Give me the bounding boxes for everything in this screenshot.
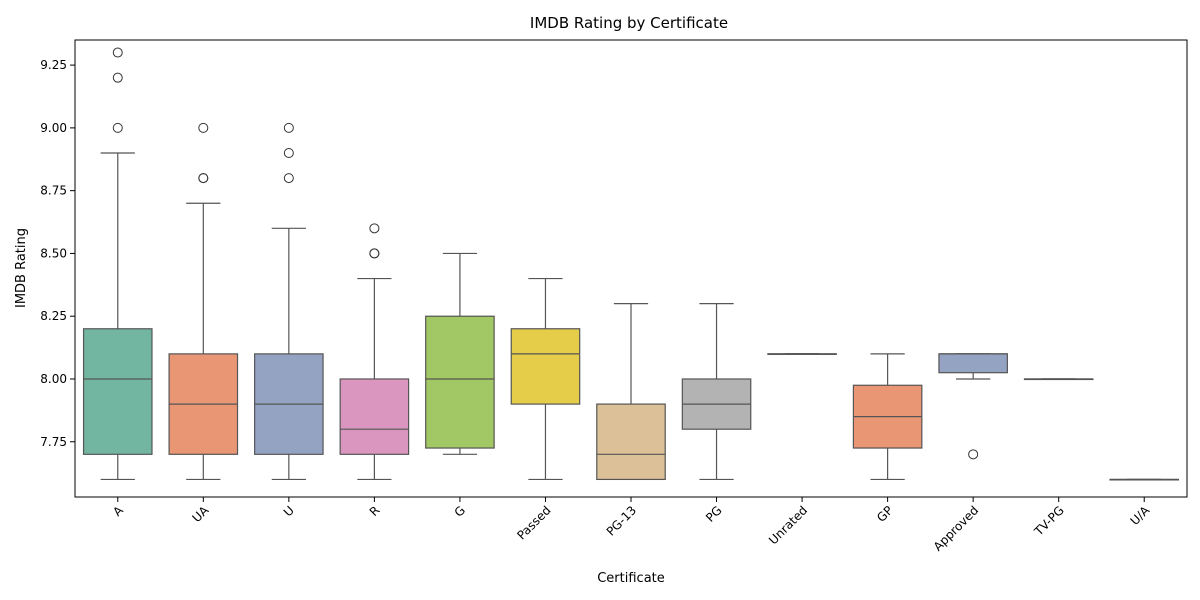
y-tick-label: 7.75 bbox=[40, 435, 67, 449]
outlier-point bbox=[112, 72, 123, 83]
y-tick-label: 8.25 bbox=[40, 309, 67, 323]
x-tick-label: Unrated bbox=[766, 503, 810, 547]
y-tick-label: 8.00 bbox=[40, 372, 67, 386]
x-tick-label: Passed bbox=[514, 503, 553, 542]
outlier-point bbox=[112, 122, 123, 133]
box-approved bbox=[938, 353, 1008, 374]
y-axis-title: IMDB Rating bbox=[14, 228, 29, 308]
outlier-point bbox=[968, 449, 979, 460]
x-tick-label: U bbox=[281, 503, 297, 519]
outlier-point bbox=[283, 122, 294, 133]
x-tick-label: PG-13 bbox=[604, 503, 639, 538]
x-tick-label: Approved bbox=[931, 503, 982, 554]
box-a bbox=[82, 328, 153, 455]
outlier-point bbox=[369, 223, 380, 234]
x-tick-label: R bbox=[367, 503, 383, 519]
chart-title: IMDB Rating by Certificate bbox=[530, 14, 728, 32]
y-tick-label: 9.25 bbox=[40, 58, 67, 72]
x-tick-label: PG bbox=[703, 503, 725, 525]
axes-frame bbox=[74, 39, 1188, 498]
x-tick-label: TV-PG bbox=[1031, 503, 1067, 539]
x-tick-label: UA bbox=[190, 503, 212, 525]
outlier-point bbox=[198, 122, 209, 133]
y-tick-label: 8.75 bbox=[40, 184, 67, 198]
outlier-point bbox=[112, 47, 123, 58]
x-tick-label: U/A bbox=[1128, 503, 1153, 528]
x-axis-title: Certificate bbox=[597, 571, 665, 586]
box-pg-13 bbox=[596, 403, 666, 481]
x-tick-label: GP bbox=[874, 503, 896, 525]
plot-area: 7.75 8.00 8.25 8.50 8.75 9.00 9.25 A UA U R G Passed… bbox=[40, 47, 1180, 554]
outlier-point bbox=[283, 147, 294, 158]
outlier-point bbox=[283, 173, 294, 184]
x-tick-label: A bbox=[110, 503, 126, 519]
x-tick-label: G bbox=[452, 503, 468, 519]
outlier-point bbox=[369, 248, 380, 259]
y-tick-label: 9.00 bbox=[40, 121, 67, 135]
box-passed bbox=[510, 328, 581, 405]
outlier-point bbox=[198, 173, 209, 184]
box-g bbox=[425, 315, 495, 449]
y-tick-label: 8.50 bbox=[40, 246, 67, 260]
box-r bbox=[339, 378, 410, 455]
